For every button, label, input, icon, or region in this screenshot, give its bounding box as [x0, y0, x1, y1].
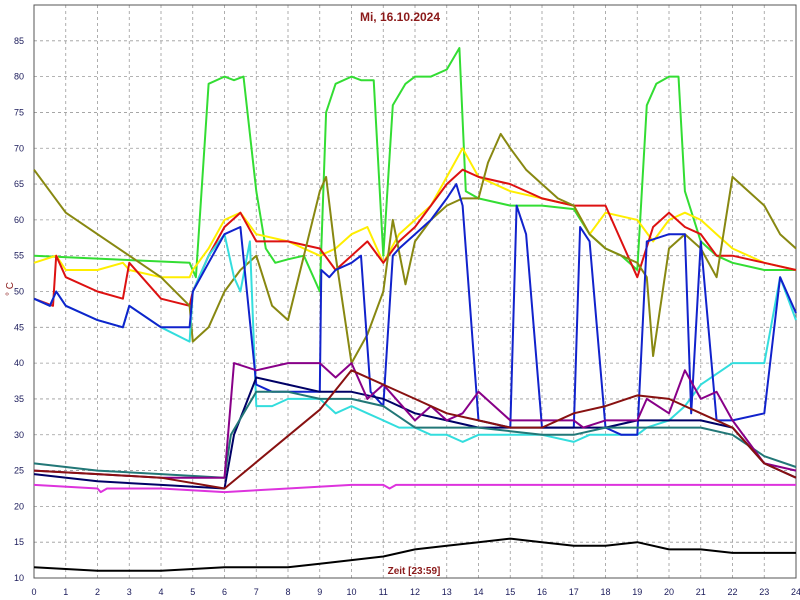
y-tick-label: 60 [14, 215, 24, 225]
x-tick-label: 12 [410, 587, 420, 597]
x-tick-label: 0 [31, 587, 36, 597]
x-tick-label: 20 [664, 587, 674, 597]
series-line-9 [33, 362, 797, 479]
series-line-12 [33, 537, 796, 572]
series-line-3 [33, 168, 797, 307]
x-tick-label: 11 [379, 587, 388, 597]
y-tick-label: 70 [14, 143, 24, 153]
x-tick-label: 14 [473, 587, 483, 597]
y-tick-label: 55 [14, 251, 24, 261]
y-tick-label: 25 [14, 466, 24, 476]
y-tick-label: 80 [14, 72, 24, 82]
x-tick-label: 7 [254, 587, 259, 597]
y-axis-label: ° C [5, 282, 16, 296]
y-tick-label: 45 [14, 322, 24, 332]
x-tick-label: 10 [346, 587, 356, 597]
series-line-8 [33, 390, 797, 479]
x-tick-label: 16 [537, 587, 547, 597]
plot-frame [33, 4, 797, 579]
y-tick-label: 20 [14, 501, 24, 511]
y-tick-label: 40 [14, 358, 24, 368]
y-tick-label: 10 [14, 573, 24, 583]
series-group [33, 47, 797, 572]
x-tick-label: 24 [791, 587, 800, 597]
y-tick-label: 85 [14, 36, 24, 46]
x-tick-label: 18 [600, 587, 610, 597]
x-tick-label: 15 [505, 587, 515, 597]
x-tick-label: 22 [727, 587, 737, 597]
x-axis-label: Zeit [23:59] [388, 566, 441, 577]
chart-title: Mi, 16.10.2024 [360, 10, 440, 24]
y-tick-label: 65 [14, 179, 24, 189]
y-tick-label: 75 [14, 107, 24, 117]
series-line-1 [33, 47, 796, 293]
series-line-10 [33, 369, 797, 490]
x-tick-labels: 0 1 2 3 4 5 6 7 8 9 10 11 12 13 14 15 16 17 18 19 20 21 22 23 24 [31, 587, 800, 597]
y-tick-label: 15 [14, 537, 24, 547]
series-line-6 [33, 183, 797, 436]
x-tick-label: 9 [317, 587, 322, 597]
x-tick-label: 4 [158, 587, 163, 597]
x-tick-label: 21 [696, 587, 706, 597]
y-tick-labels: 10 15 20 25 30 35 40 45 50 55 60 65 70 75 80 85 [14, 36, 24, 583]
series-line-2 [33, 147, 797, 279]
x-tick-label: 23 [759, 587, 769, 597]
x-tick-label: 19 [632, 587, 642, 597]
x-tick-label: 3 [127, 587, 132, 597]
x-tick-label: 13 [442, 587, 452, 597]
y-tick-label: 50 [14, 287, 24, 297]
x-tick-label: 5 [190, 587, 195, 597]
y-tick-label: 35 [14, 394, 24, 404]
x-tick-label: 8 [285, 587, 290, 597]
x-tick-label: 2 [95, 587, 100, 597]
x-tick-label: 17 [569, 587, 579, 597]
y-tick-label: 30 [14, 430, 24, 440]
x-tick-label: 1 [63, 587, 68, 597]
series-line-11 [33, 483, 796, 494]
x-tick-label: 6 [222, 587, 227, 597]
